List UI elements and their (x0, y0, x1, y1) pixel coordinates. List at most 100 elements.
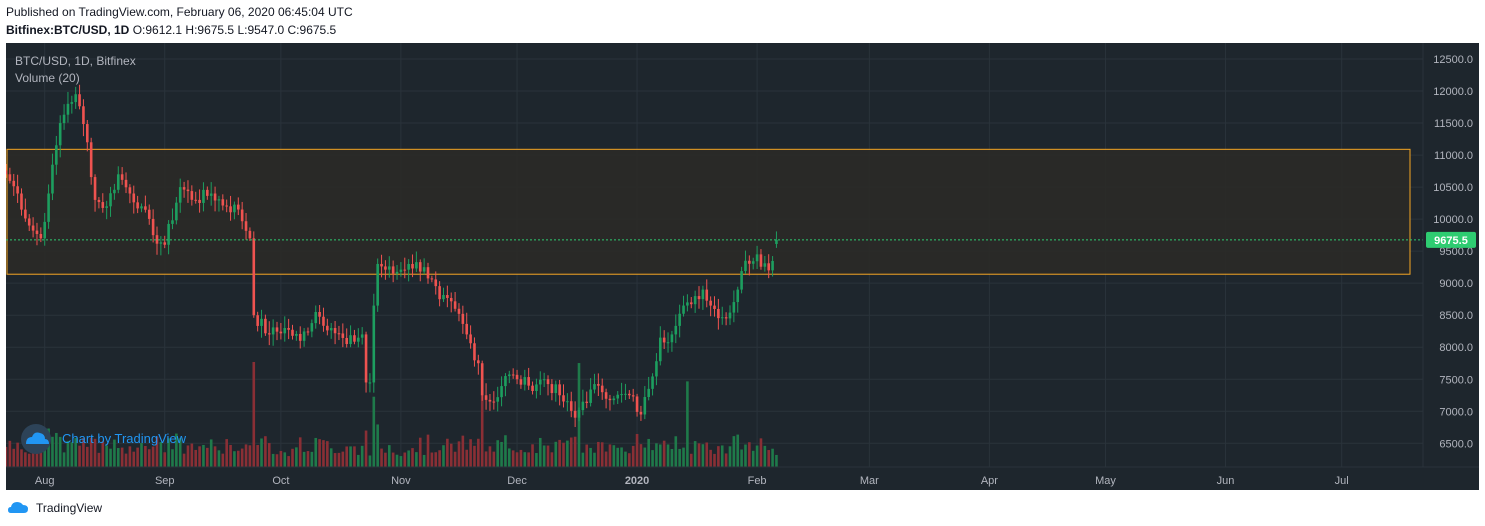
volume-title[interactable]: Volume (20) (15, 71, 80, 85)
y-tick-label: 12500.0 (1433, 54, 1473, 66)
candle-body (604, 392, 608, 399)
candle-body (600, 385, 604, 393)
symbol-label: Bitfinex:BTC/USD, 1D (6, 23, 130, 37)
x-tick-label: Jun (1217, 475, 1235, 487)
volume-bar (740, 449, 743, 467)
volume-bar (651, 450, 654, 467)
volume-bar (461, 435, 465, 467)
candle-body (457, 308, 461, 314)
volume-bar (97, 452, 101, 467)
volume-bar (337, 452, 341, 467)
volume-bar (124, 453, 128, 467)
candle-body (178, 187, 182, 203)
candle-body (144, 206, 147, 210)
volume-bar (500, 441, 503, 467)
volume-bar (639, 444, 643, 467)
candle-body (693, 296, 697, 305)
candle-body (78, 94, 81, 107)
volume-bar (658, 444, 662, 467)
volume-bar (147, 449, 151, 467)
candle-body (775, 239, 778, 244)
volume-bar (508, 448, 511, 467)
volume-bar (709, 449, 712, 467)
volume-bar (399, 456, 403, 467)
volume-bar (635, 433, 639, 467)
volume-bar (717, 446, 720, 467)
volume-bar (198, 446, 201, 467)
candle-body (147, 209, 151, 219)
candle-body (20, 193, 23, 210)
candle-body (213, 193, 217, 201)
series-title[interactable]: BTC/USD, 1D, Bitfinex (15, 54, 136, 68)
volume-bar (12, 448, 16, 467)
candle-body (720, 317, 724, 319)
candle-body (314, 312, 318, 324)
candle-body (132, 193, 136, 203)
candle-body (105, 206, 108, 208)
volume-bar (171, 449, 174, 467)
volume-bar (655, 443, 658, 467)
x-tick-label: Jul (1335, 475, 1349, 487)
candle-body (728, 312, 732, 319)
candle-body (562, 395, 565, 402)
candle-body (744, 260, 747, 272)
candle-body (349, 335, 352, 345)
time-axis[interactable]: Aug Sep Oct Nov Dec 2020 Feb Mar Apr May Jun Jul (35, 475, 1349, 487)
volume-bar (751, 450, 755, 467)
volume-bar (755, 445, 759, 467)
candle-body (697, 296, 701, 300)
candlesticks (6, 84, 778, 428)
candle-body (35, 230, 39, 234)
volume-bar (767, 450, 771, 467)
footer-brand[interactable]: TradingView (8, 498, 102, 518)
volume-bar (550, 452, 554, 467)
volume-bar (523, 452, 527, 467)
price-axis[interactable]: 6500.0 7000.0 7500.0 8000.0 8500.0 9000.0 9500… (1433, 54, 1473, 450)
candle-body (70, 102, 74, 104)
candle-body (740, 271, 743, 290)
ohlc-high-value: 9675.5 (197, 23, 235, 37)
volume-bar (697, 443, 701, 467)
volume-bar (357, 454, 360, 467)
volume-bar (295, 447, 298, 467)
volume-bar (384, 452, 387, 467)
candle-body (628, 393, 631, 396)
watermark[interactable]: Chart by TradingView (21, 424, 187, 454)
candle-body (229, 206, 232, 213)
volume-bar (178, 438, 182, 467)
candle-body (236, 204, 240, 210)
candle-body (492, 401, 496, 403)
volume-bar (391, 452, 395, 467)
volume-bar (744, 444, 747, 467)
volume-bar (120, 447, 124, 467)
volume-bar (504, 435, 507, 467)
y-tick-label: 8000.0 (1439, 342, 1473, 354)
candle-body (287, 328, 290, 330)
volume-bar (720, 445, 724, 467)
volume-bar (256, 445, 259, 467)
x-tick-label: Mar (860, 475, 879, 487)
candle-body (724, 317, 728, 319)
candle-body (593, 384, 596, 390)
volume-bar (775, 454, 778, 467)
volume-bar (647, 438, 650, 467)
volume-bar (24, 452, 27, 467)
price-chart[interactable]: 6500.0 7000.0 7500.0 8000.0 8500.0 9000.0 9500… (6, 43, 1479, 490)
volume-bar (473, 445, 476, 467)
candle-body (504, 376, 507, 387)
candle-body (267, 333, 271, 335)
volume-bar (686, 381, 689, 467)
resistance-zone[interactable] (6, 148, 1411, 275)
volume-bar (202, 444, 205, 467)
volume-bar (322, 440, 325, 467)
volume-bar (597, 441, 600, 467)
volume-bar (674, 436, 678, 467)
volume-bar (345, 446, 348, 467)
volume-bar (8, 440, 12, 467)
volume-bar (496, 440, 499, 467)
candle-body (93, 177, 97, 200)
cloud-icon (26, 432, 49, 444)
candle-body (477, 360, 480, 364)
candle-body (496, 397, 499, 402)
volume-bar (531, 444, 534, 467)
